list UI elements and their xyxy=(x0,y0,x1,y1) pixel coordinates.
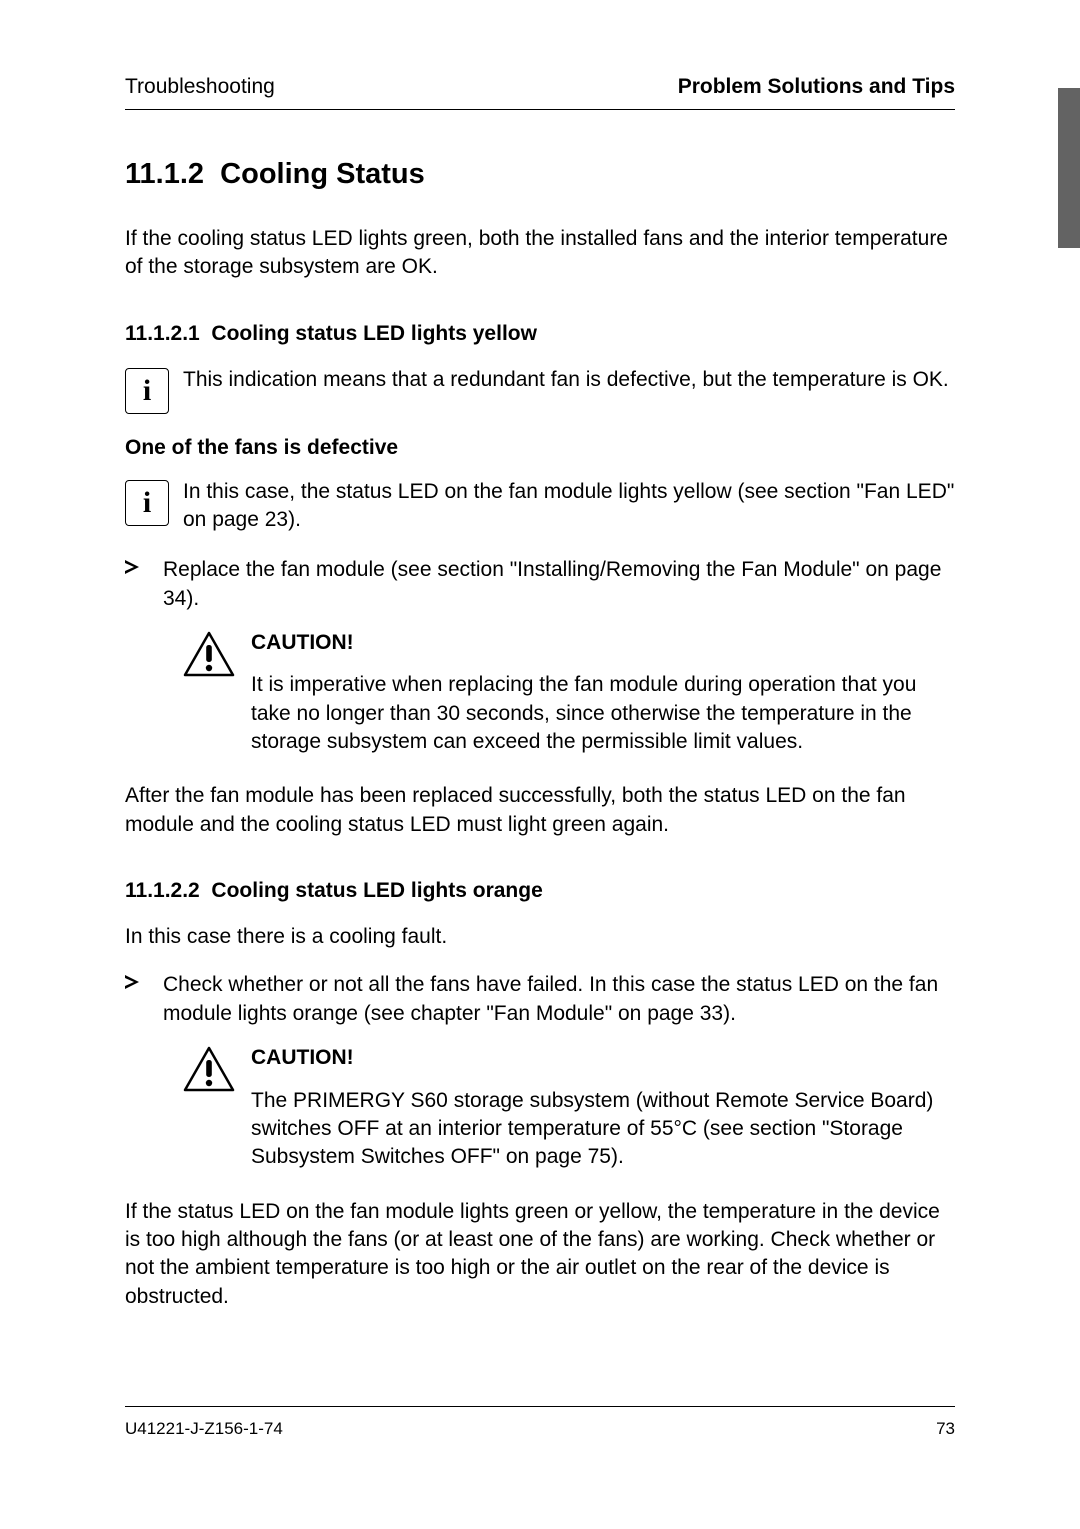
subsection-number: 11.1.2.2 xyxy=(125,879,200,902)
section-intro: If the cooling status LED lights green, … xyxy=(125,225,955,282)
header-left: Troubleshooting xyxy=(125,75,275,99)
running-header: Troubleshooting Problem Solutions and Ti… xyxy=(125,75,955,110)
caution-body: It is imperative when replacing the fan … xyxy=(251,673,916,753)
after-replace-text: After the fan module has been replaced s… xyxy=(125,782,955,839)
action-bullet-replace-fan: Replace the fan module (see section "Ins… xyxy=(125,556,955,613)
info-block-defective-fan: i In this case, the status LED on the fa… xyxy=(125,478,955,535)
defective-fan-heading: One of the fans is defective xyxy=(125,436,955,460)
info-block-yellow-meaning: i This indication means that a redundant… xyxy=(125,366,955,414)
subsection-heading-orange: 11.1.2.2 Cooling status LED lights orang… xyxy=(125,879,955,903)
section-title: Cooling Status xyxy=(220,158,425,190)
page-content: Troubleshooting Problem Solutions and Ti… xyxy=(0,0,1080,1529)
caution-block-replace-time: CAUTION! It is imperative when replacing… xyxy=(183,629,955,756)
subsection-heading-yellow: 11.1.2.1 Cooling status LED lights yello… xyxy=(125,322,955,346)
bullet-text: Check whether or not all the fans have f… xyxy=(163,971,955,1028)
subsection-title: Cooling status LED lights orange xyxy=(211,879,542,902)
caution-content: CAUTION! It is imperative when replacing… xyxy=(251,629,955,756)
caution-content: CAUTION! The PRIMERGY S60 storage subsys… xyxy=(251,1044,955,1171)
page-number: 73 xyxy=(936,1419,955,1439)
bullet-icon xyxy=(125,971,145,989)
info-icon: i xyxy=(125,368,169,414)
bullet-icon xyxy=(125,556,145,574)
info-text: In this case, the status LED on the fan … xyxy=(183,478,955,535)
caution-icon xyxy=(183,629,237,677)
subsection-title: Cooling status LED lights yellow xyxy=(211,322,537,345)
info-icon: i xyxy=(125,480,169,526)
section-number: 11.1.2 xyxy=(125,158,204,190)
subsection-number: 11.1.2.1 xyxy=(125,322,200,345)
caution-icon xyxy=(183,1044,237,1092)
info-text: This indication means that a redundant f… xyxy=(183,366,955,394)
bullet-text: Replace the fan module (see section "Ins… xyxy=(163,556,955,613)
caution-label: CAUTION! xyxy=(251,1044,955,1072)
orange-intro: In this case there is a cooling fault. xyxy=(125,923,955,951)
page-footer: U41221-J-Z156-1-74 73 xyxy=(125,1406,955,1439)
action-bullet-check-fans: Check whether or not all the fans have f… xyxy=(125,971,955,1028)
orange-after-text: If the status LED on the fan module ligh… xyxy=(125,1198,955,1311)
section-heading: 11.1.2 Cooling Status xyxy=(125,158,955,191)
caution-label: CAUTION! xyxy=(251,629,955,657)
header-right: Problem Solutions and Tips xyxy=(678,75,955,99)
caution-body: The PRIMERGY S60 storage subsystem (with… xyxy=(251,1089,933,1169)
caution-block-switch-off: CAUTION! The PRIMERGY S60 storage subsys… xyxy=(183,1044,955,1171)
doc-id: U41221-J-Z156-1-74 xyxy=(125,1419,283,1439)
